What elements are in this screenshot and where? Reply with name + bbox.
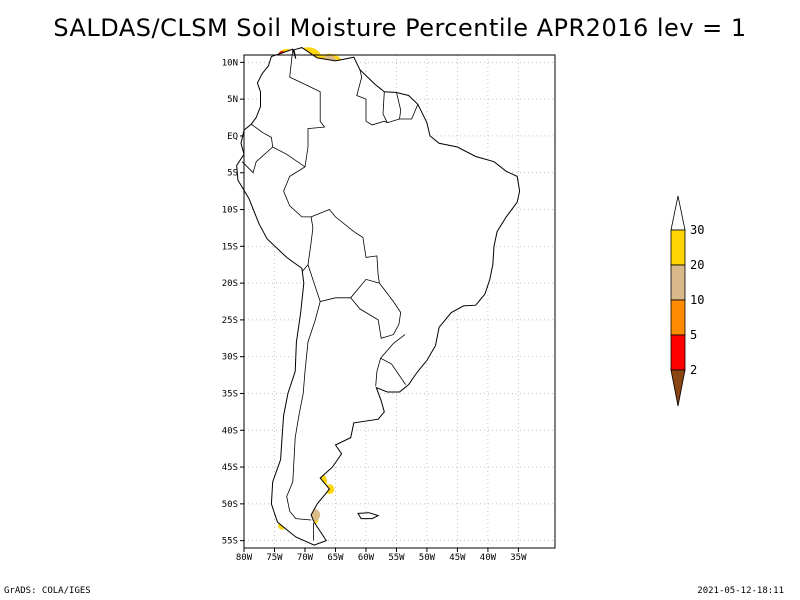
x-tick-label: 60W <box>358 553 375 563</box>
coastline-borders <box>236 47 521 546</box>
y-axis-ticks: 10N 5N EQ 5S 10S 15S 20S 25S 30S 35S 40S 45S 50S 55S <box>222 58 244 547</box>
colorbar-label: 20 <box>690 258 704 272</box>
x-axis-ticks: 80W 75W 70W 65W 60W 55W 50W 45W 40W 35W <box>236 548 527 563</box>
x-tick-label: 50W <box>419 553 436 563</box>
map-title: SALDAS/CLSM Soil Moisture Percentile APR… <box>53 14 747 42</box>
y-tick-label: 15S <box>222 242 238 252</box>
y-tick-label: 35S <box>222 389 238 399</box>
country-border <box>382 91 388 123</box>
y-tick-label: 25S <box>222 316 238 326</box>
footer-timestamp: 2021-05-12-18:11 <box>697 586 784 596</box>
country-border <box>289 49 326 167</box>
falkland-islands <box>357 512 380 520</box>
y-tick-label: EQ <box>227 132 238 142</box>
y-tick-label: 45S <box>222 463 238 473</box>
colorbar-label: 10 <box>690 293 704 307</box>
country-border <box>310 209 380 284</box>
colorbar-bottom-triangle <box>670 369 686 407</box>
country-border <box>307 264 380 302</box>
colorbar-label: 5 <box>690 328 697 342</box>
colorbar-top-triangle <box>670 195 686 231</box>
colorbar-segment <box>670 229 686 266</box>
country-border <box>350 282 402 339</box>
y-tick-label: 5N <box>227 95 238 105</box>
country-border <box>375 358 381 387</box>
y-tick-label: 10N <box>222 58 238 68</box>
country-border <box>286 301 321 521</box>
y-tick-label: 5S <box>227 169 238 179</box>
country-border <box>272 146 314 272</box>
x-tick-label: 80W <box>236 553 253 563</box>
x-tick-label: 70W <box>297 553 314 563</box>
colorbar-segment <box>670 334 686 371</box>
x-tick-label: 75W <box>266 553 283 563</box>
x-tick-label: 35W <box>510 553 527 563</box>
colorbar-segment <box>670 264 686 301</box>
x-tick-label: 45W <box>449 553 466 563</box>
x-tick-label: 40W <box>480 553 497 563</box>
colorbar-label: 30 <box>690 223 704 237</box>
map-frame <box>243 54 556 549</box>
footer-credit: GrADS: COLA/IGES <box>4 586 91 596</box>
x-tick-label: 55W <box>388 553 405 563</box>
y-tick-label: 50S <box>222 500 238 510</box>
country-border <box>356 69 419 126</box>
y-tick-label: 30S <box>222 353 238 363</box>
continent-outline <box>236 47 521 546</box>
y-tick-label: 10S <box>222 206 238 216</box>
country-border <box>396 92 402 120</box>
y-tick-label: 20S <box>222 279 238 289</box>
colorbar: 30 20 10 5 2 <box>670 195 704 407</box>
colorbar-label: 2 <box>690 363 697 377</box>
y-tick-label: 40S <box>222 426 238 436</box>
y-tick-label: 55S <box>222 537 238 547</box>
x-tick-label: 65W <box>327 553 344 563</box>
colorbar-segment <box>670 299 686 336</box>
